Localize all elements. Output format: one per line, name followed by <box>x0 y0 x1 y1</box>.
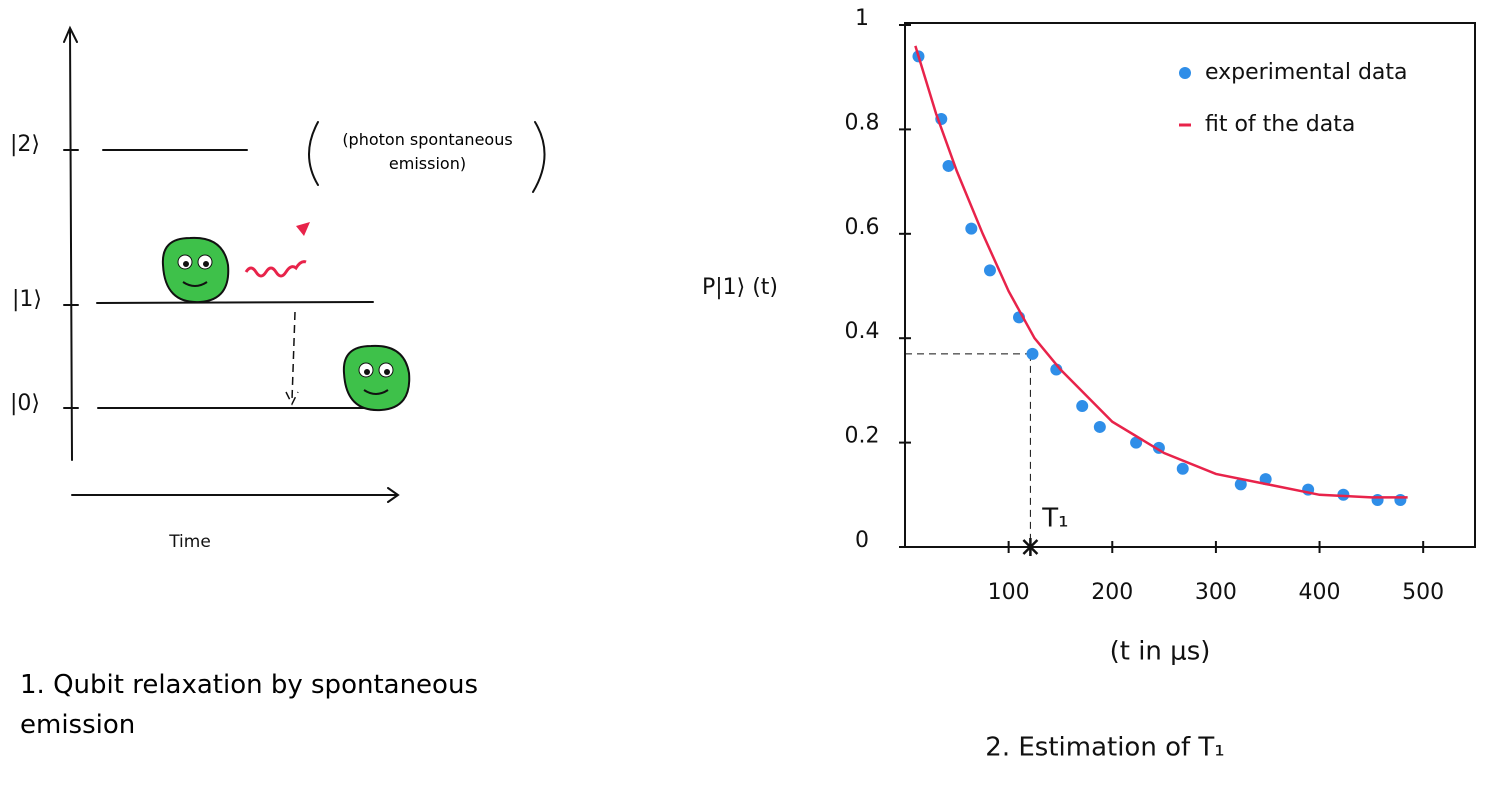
y-tick-label: 0 <box>855 528 869 553</box>
time-label: Time <box>168 532 211 552</box>
data-point <box>1394 494 1407 507</box>
x-tick-label: 100 <box>988 580 1030 605</box>
time-axis <box>71 487 400 503</box>
qubit <box>161 236 230 304</box>
y-tick-label: 0.6 <box>845 215 880 240</box>
y-axis-label: P|1⟩ (t) <box>702 275 778 300</box>
data-point <box>1176 462 1189 475</box>
legend-swatch <box>1179 67 1191 79</box>
data-point <box>1234 478 1247 491</box>
level-1 <box>63 301 374 306</box>
annotation-label: T₁ <box>1041 504 1068 534</box>
data-point <box>1026 347 1039 360</box>
data-point <box>1076 400 1089 413</box>
diagram: |2⟩ |1⟩ |0⟩ (photon spontaneous emission… <box>10 25 546 740</box>
photon-head <box>296 222 310 236</box>
x-tick-label: 500 <box>1402 580 1444 605</box>
caption-box: 1. Qubit relaxation by spontaneous emiss… <box>20 670 478 740</box>
legend-label: fit of the data <box>1205 112 1355 137</box>
paren <box>308 121 319 186</box>
legend-label: experimental data <box>1205 60 1408 85</box>
x-axis-label: (t in μs) <box>1110 637 1211 667</box>
y-tick-label: 0.2 <box>845 424 880 449</box>
fit-line <box>914 45 1408 499</box>
note-box: (photon spontaneous emission) <box>342 130 513 173</box>
data-point <box>1371 494 1384 507</box>
y-tick-label: 1 <box>855 6 869 31</box>
level-label: |2⟩ <box>10 132 40 157</box>
annotation-star <box>1022 538 1039 556</box>
caption: 1. Qubit relaxation by spontaneous emiss… <box>20 670 478 740</box>
note: (photon spontaneous emission) <box>342 130 513 173</box>
level-label: |1⟩ <box>12 287 42 312</box>
x-tick-label: 200 <box>1091 580 1133 605</box>
x-tick-label: 400 <box>1299 580 1341 605</box>
data-point <box>965 222 978 235</box>
data-point <box>1130 436 1143 449</box>
chart-caption: 2. Estimation of T₁ <box>985 733 1224 763</box>
data-point <box>1093 420 1106 433</box>
data-point <box>983 264 996 277</box>
y-tick-label: 0.8 <box>845 110 880 135</box>
y-tick-label: 0.4 <box>845 319 880 344</box>
energy-axis <box>63 25 78 461</box>
level-label: |0⟩ <box>10 391 40 416</box>
data-point <box>942 159 955 172</box>
paren <box>532 121 546 193</box>
qubit <box>342 344 411 412</box>
decay-arrow <box>285 311 299 406</box>
photon <box>244 260 307 278</box>
x-tick-label: 300 <box>1195 580 1237 605</box>
plot-frame <box>904 22 1476 548</box>
